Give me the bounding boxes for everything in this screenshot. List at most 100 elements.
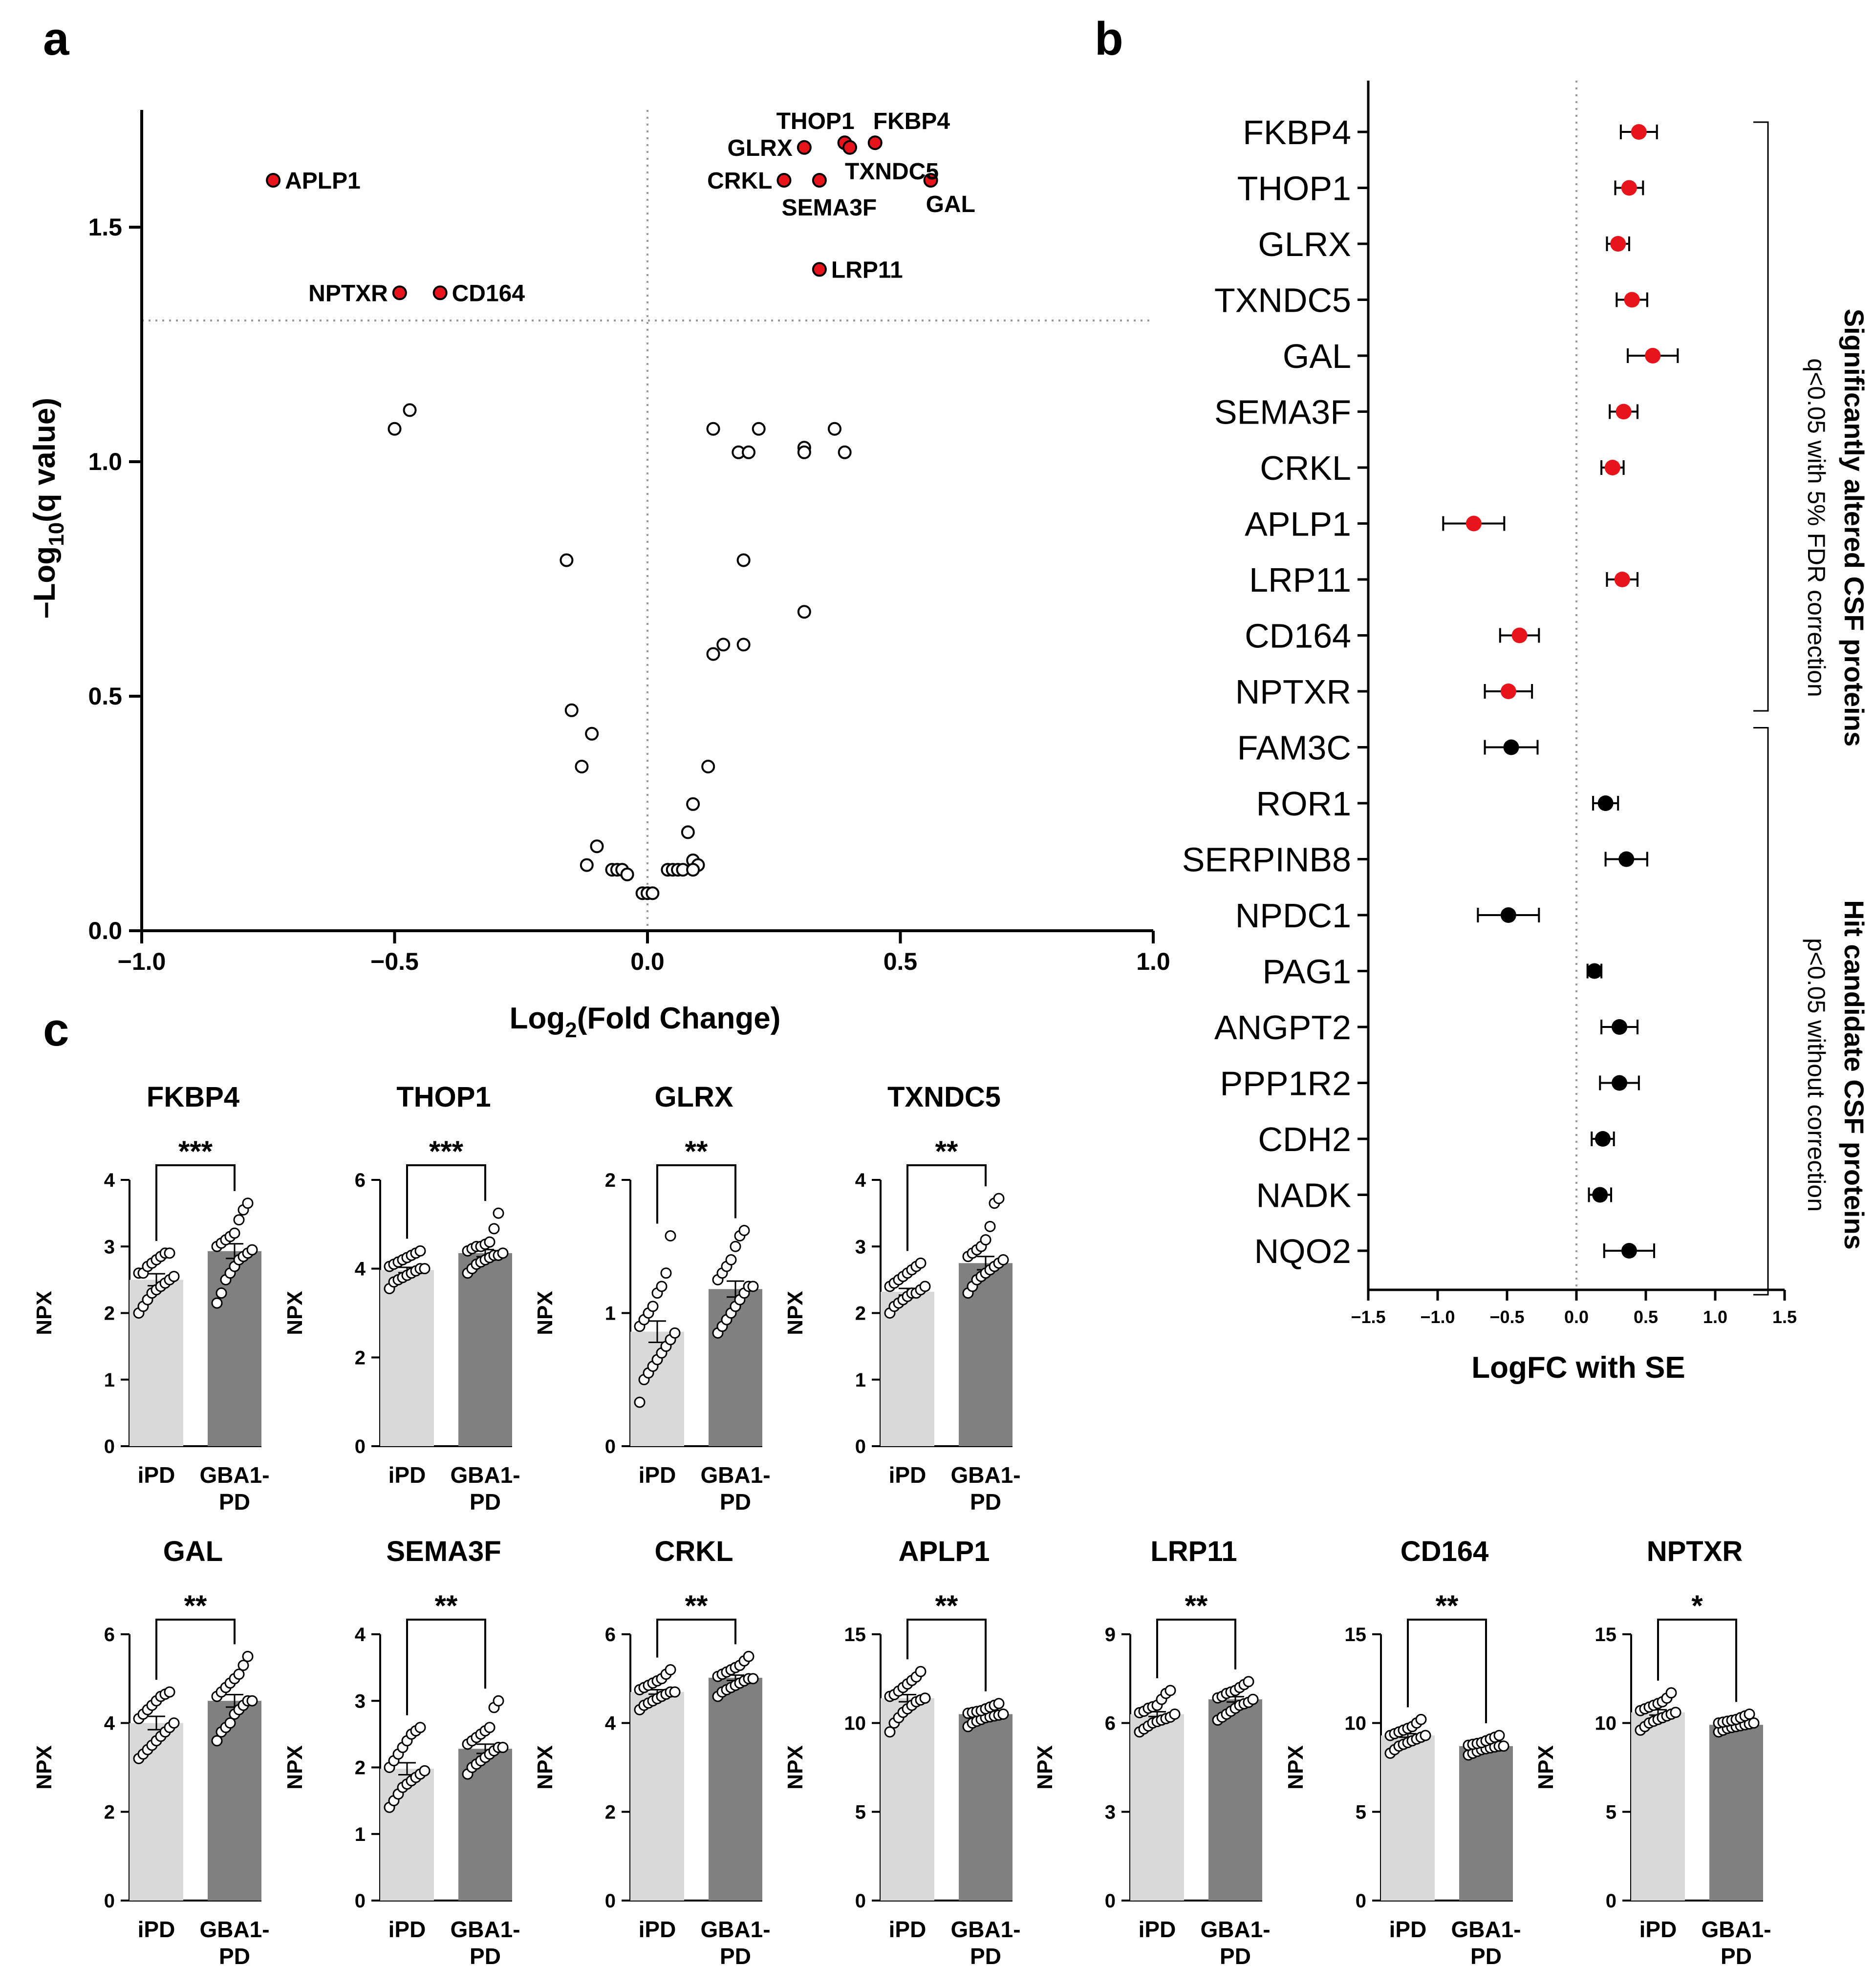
- estimate-point-ppp1r2: [1612, 1075, 1628, 1091]
- nonsignificant-point: [742, 445, 755, 459]
- forest-group-brackets: Significantly altered CSF proteins q<0.0…: [1753, 121, 1870, 1296]
- estimate-point-angpt2: [1612, 1019, 1628, 1035]
- data-point: [743, 1650, 754, 1662]
- group-subtitle-significant: q<0.05 with 5% FDR correction: [1803, 358, 1830, 697]
- significance-bracket: [155, 1619, 236, 1680]
- significant-point-aplp1: [266, 173, 281, 188]
- bar-gba1-pd: [1459, 1746, 1513, 1901]
- panel-label-c: c: [43, 1004, 69, 1056]
- group-title-significant: Significantly altered CSF proteins: [1839, 309, 1870, 747]
- data-point: [1665, 1687, 1677, 1699]
- data-point: [493, 1207, 504, 1219]
- bar-plot-title: GLRX: [654, 1081, 733, 1113]
- data-point: [168, 1271, 180, 1283]
- y-tick-label: 1.5: [88, 214, 122, 241]
- data-point: [725, 1254, 737, 1265]
- bar-plot-nptxr: NPTXR NPX 0 5 10 15 * iPD GBA1-PD: [1534, 1536, 1771, 1969]
- y-tick-label: 0: [855, 1890, 866, 1912]
- row-label-fkbp4: FKBP4: [1243, 113, 1351, 151]
- volcano-points: [266, 135, 938, 900]
- y-tick-label: 5: [1356, 1801, 1366, 1823]
- y-axis-label: NPX: [783, 1291, 807, 1335]
- data-point: [665, 1664, 676, 1676]
- significant-label-thop1: THOP1: [776, 108, 855, 134]
- row-label-crkl: CRKL: [1260, 449, 1351, 487]
- y-tick-label: 6: [605, 1624, 616, 1646]
- category-label-gba1: GBA1-: [199, 1462, 269, 1488]
- row-label-glrx: GLRX: [1258, 225, 1351, 263]
- significance-bracket: [656, 1619, 736, 1658]
- nonsignificant-point: [797, 605, 811, 619]
- nonsignificant-point: [580, 858, 594, 872]
- significance-bracket: [906, 1619, 987, 1691]
- row-label-nptxr: NPTXR: [1235, 673, 1351, 711]
- y-tick-label: 0: [855, 1436, 866, 1457]
- significant-label-glrx: GLRX: [728, 135, 793, 161]
- significant-label-fkbp4: FKBP4: [873, 108, 950, 134]
- data-point: [993, 1698, 1005, 1710]
- data-point: [224, 1717, 236, 1729]
- y-tick-label: 3: [355, 1690, 366, 1712]
- y-tick-label: 3: [104, 1236, 115, 1258]
- data-point: [246, 1244, 258, 1256]
- bar-plot-aplp1: APLP1 NPX 0 5 10 15 ** iPD GBA1-PD: [783, 1536, 1021, 1969]
- significance-bracket: [406, 1164, 486, 1239]
- data-point: [1498, 1740, 1509, 1752]
- significance-bracket: [406, 1619, 486, 1715]
- data-point: [229, 1227, 240, 1239]
- category-label-gba1: GBA1-: [1451, 1917, 1521, 1942]
- data-point: [484, 1236, 496, 1248]
- bracket-hit: [1753, 727, 1769, 1296]
- volcano-x-axis-title: Log2(Fold Change): [510, 1002, 781, 1042]
- category-label-pd: PD: [1721, 1944, 1752, 1969]
- x-tick-label: 0.0: [1564, 1307, 1589, 1327]
- data-point: [984, 1220, 996, 1232]
- significant-label-crkl: CRKL: [707, 168, 772, 194]
- bar-plot-cd164: CD164 NPX 0 5 10 15 ** iPD GBA1-PD: [1284, 1536, 1521, 1969]
- y-tick-label: 2: [355, 1347, 366, 1368]
- category-label-pd: PD: [720, 1944, 751, 1969]
- category-label-pd: PD: [970, 1489, 1001, 1515]
- significant-label-nptxr: NPTXR: [308, 280, 388, 306]
- bar-ipd: [1631, 1712, 1685, 1901]
- data-point: [233, 1214, 245, 1226]
- data-point: [1169, 1709, 1181, 1720]
- estimate-point-aplp1: [1466, 515, 1482, 532]
- data-point: [884, 1726, 896, 1738]
- significant-point-nptxr: [392, 285, 407, 300]
- estimate-point-fam3c: [1503, 739, 1519, 755]
- y-tick-label: 1: [855, 1369, 866, 1391]
- x-tick-label: 1.5: [1772, 1307, 1797, 1327]
- row-label-txndc5: TXNDC5: [1214, 281, 1351, 320]
- group-title-hit: Hit candidate CSF proteins: [1839, 900, 1870, 1250]
- nonsignificant-point: [752, 422, 766, 436]
- bar-plot-title: TXNDC5: [887, 1081, 1001, 1113]
- category-label-gba1: GBA1-: [950, 1462, 1020, 1488]
- y-tick-label: 6: [355, 1170, 366, 1191]
- data-point: [665, 1230, 676, 1241]
- data-point: [216, 1287, 227, 1299]
- y-tick-label: 0: [355, 1436, 366, 1457]
- y-tick-label: 0: [605, 1436, 616, 1457]
- y-tick-label: 0: [605, 1890, 616, 1912]
- bracket-significant: [1753, 121, 1769, 712]
- bar-gba1-pd: [208, 1251, 261, 1446]
- nonsignificant-point: [736, 638, 751, 652]
- data-point: [497, 1247, 509, 1259]
- y-tick-label: 4: [104, 1713, 115, 1734]
- row-label-cd164: CD164: [1245, 617, 1351, 655]
- data-point: [414, 1722, 426, 1733]
- volcano-point-labels: APLP1 NPTXR CD164 THOP1 FKBP4 GLRX TXNDC5 CRKL S…: [285, 108, 975, 306]
- significance-stars: ***: [178, 1135, 213, 1168]
- data-point: [980, 1234, 991, 1246]
- category-label-ipd: iPD: [1389, 1917, 1427, 1942]
- y-tick-label: 10: [1345, 1713, 1367, 1734]
- data-point: [164, 1686, 175, 1698]
- category-label-gba1: GBA1-: [1200, 1917, 1270, 1942]
- bar-gba1-pd: [959, 1714, 1013, 1901]
- volcano-reference-lines: [142, 110, 1153, 931]
- estimate-point-glrx: [1610, 236, 1626, 252]
- estimate-point-txndc5: [1624, 292, 1640, 308]
- y-axis-label: NPX: [533, 1291, 557, 1335]
- row-label-nqo2: NQO2: [1254, 1232, 1351, 1270]
